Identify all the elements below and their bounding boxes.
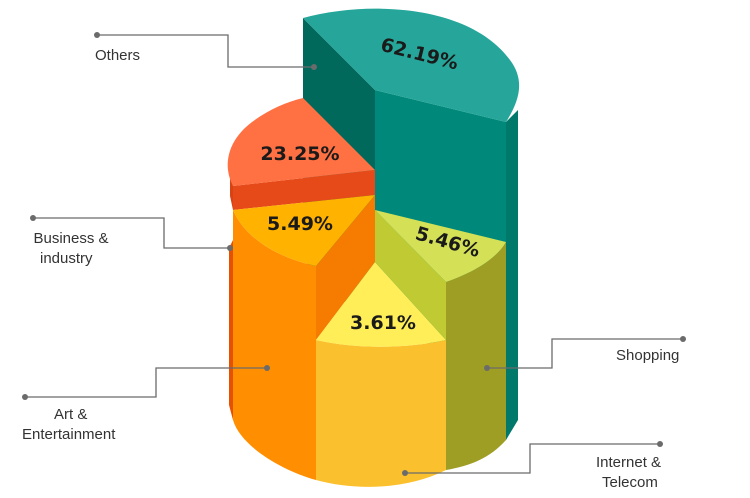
- legend-label-art: Art & Entertainment: [22, 405, 126, 445]
- leader-dot: [402, 470, 408, 476]
- pct-label-business: 23.25%: [260, 143, 339, 165]
- slice-art-side-left: [233, 210, 316, 480]
- slice-business-side-front: [233, 170, 375, 210]
- leader-art: [22, 365, 270, 400]
- leader-line: [487, 338, 683, 369]
- pct-label-art: 5.49%: [267, 213, 333, 235]
- leader-others: [94, 32, 317, 70]
- legend-label-internet-line2: Telecom: [602, 474, 658, 491]
- legend-label-art-line2: Entertainment: [22, 426, 116, 443]
- legend-label-art-line1: Art &: [54, 406, 88, 423]
- leader-line: [25, 367, 267, 398]
- slice-shopping-side-front: [446, 242, 506, 470]
- pct-label-internet: 3.61%: [350, 312, 416, 334]
- legend-label-others-text: Others: [95, 47, 141, 64]
- leader-internet: [402, 441, 663, 476]
- slice-art-side-right: [316, 195, 375, 340]
- slice-business: [227, 98, 375, 210]
- legend-label-others: Others: [95, 46, 140, 66]
- slice-others-top: [303, 8, 520, 122]
- leader-dot: [227, 245, 233, 251]
- legend-label-business-line2: industry: [40, 250, 93, 267]
- slice-business-top: [227, 98, 375, 186]
- slice-shopping: [375, 210, 506, 470]
- legend-label-shopping: Shopping: [616, 346, 679, 366]
- leader-shopping: [484, 336, 686, 371]
- slice-internet: [316, 262, 446, 487]
- leader-line: [405, 443, 660, 474]
- slice-internet-side: [316, 340, 446, 487]
- slice-shopping-top: [375, 210, 506, 282]
- slice-others-side-outer: [506, 110, 518, 440]
- slice-art-top: [233, 195, 375, 266]
- slice-internet-top: [316, 262, 446, 347]
- slice-art: [229, 195, 375, 480]
- leader-business: [30, 215, 233, 251]
- legend-label-business-line1: Business &: [33, 230, 109, 247]
- leader-line: [33, 217, 230, 249]
- legend-label-internet: Internet & Telecom: [596, 453, 668, 493]
- slice-art-side-rim: [229, 240, 233, 420]
- leader-dot: [264, 365, 270, 371]
- leader-line: [97, 34, 314, 68]
- slice-shopping-side-left: [375, 210, 446, 340]
- leader-dot: [484, 365, 490, 371]
- legend-label-internet-line1: Internet &: [596, 454, 662, 471]
- leader-dot: [311, 64, 317, 70]
- slice-business-side-left: [230, 172, 233, 210]
- legend-label-shopping-text: Shopping: [616, 347, 680, 364]
- legend-label-business: Business & industry: [30, 229, 112, 269]
